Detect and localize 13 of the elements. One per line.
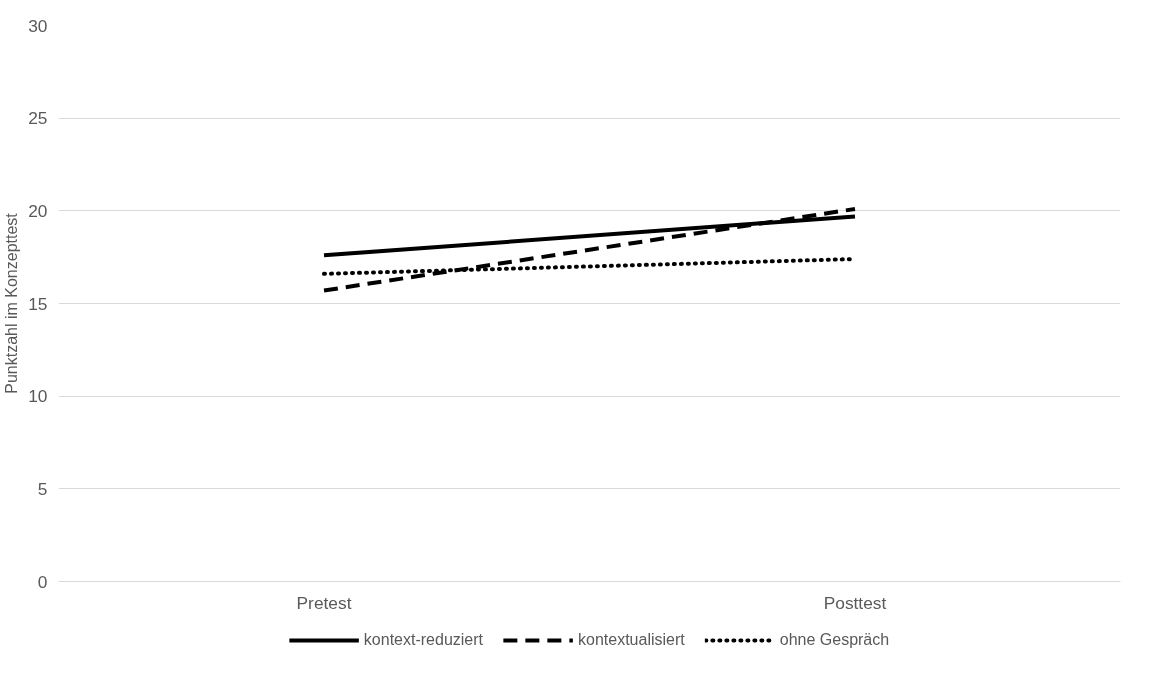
y-tick-label: 10 bbox=[28, 386, 48, 407]
y-tick-label: 20 bbox=[28, 200, 48, 221]
y-tick-label: 0 bbox=[37, 571, 48, 592]
x-tick-label: Posttest bbox=[823, 592, 887, 613]
y-tick-label: 5 bbox=[37, 478, 48, 499]
legend-label: kontextualisiert bbox=[578, 631, 685, 649]
y-tick-label: 30 bbox=[28, 15, 48, 36]
legend-label: ohne Gespräch bbox=[779, 631, 890, 649]
legend-label: kontext-reduziert bbox=[363, 631, 484, 649]
x-tick-label: Pretest bbox=[296, 592, 352, 613]
y-tick-label: 15 bbox=[28, 293, 48, 314]
y-tick-label: 25 bbox=[28, 108, 48, 129]
y-axis-title: Punktzahl im Konzepttest bbox=[3, 212, 21, 394]
